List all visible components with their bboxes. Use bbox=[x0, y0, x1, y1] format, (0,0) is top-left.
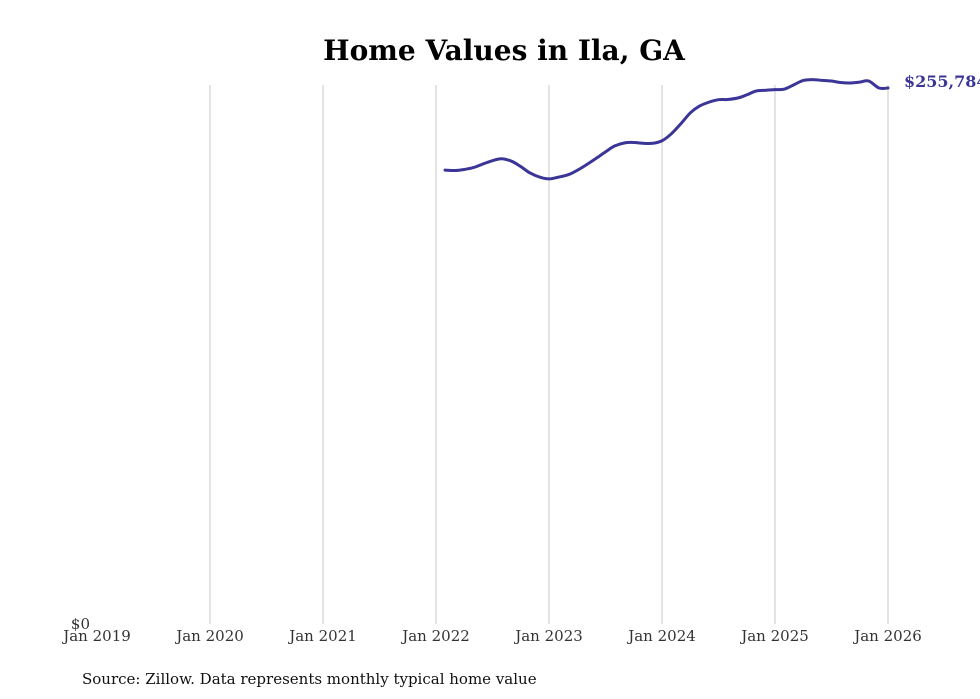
x-tick-label: Jan 2021 bbox=[287, 627, 357, 645]
x-tick-label: Jan 2024 bbox=[626, 627, 696, 645]
chart-title: Home Values in Ila, GA bbox=[323, 34, 686, 67]
series-end-label: $255,784 bbox=[904, 72, 980, 91]
series-line bbox=[443, 78, 890, 181]
x-tick-label: Jan 2023 bbox=[513, 627, 583, 645]
y-tick-label: $0 bbox=[71, 615, 90, 633]
y-axis-ticks: $0 bbox=[71, 615, 90, 633]
source-note: Source: Zillow. Data represents monthly … bbox=[82, 670, 537, 688]
x-tick-label: Jan 2020 bbox=[174, 627, 244, 645]
x-tick-label: Jan 2022 bbox=[400, 627, 470, 645]
x-axis-ticks: Jan 2019 Jan 2020 Jan 2021 Jan 2022 Jan 2023… bbox=[61, 627, 922, 645]
x-tick-label: Jan 2025 bbox=[739, 627, 809, 645]
x-tick-label: Jan 2019 bbox=[61, 627, 131, 645]
x-tick-label: Jan 2026 bbox=[852, 627, 922, 645]
grid-lines bbox=[209, 85, 889, 624]
series-layer: $255,784 bbox=[443, 72, 980, 181]
